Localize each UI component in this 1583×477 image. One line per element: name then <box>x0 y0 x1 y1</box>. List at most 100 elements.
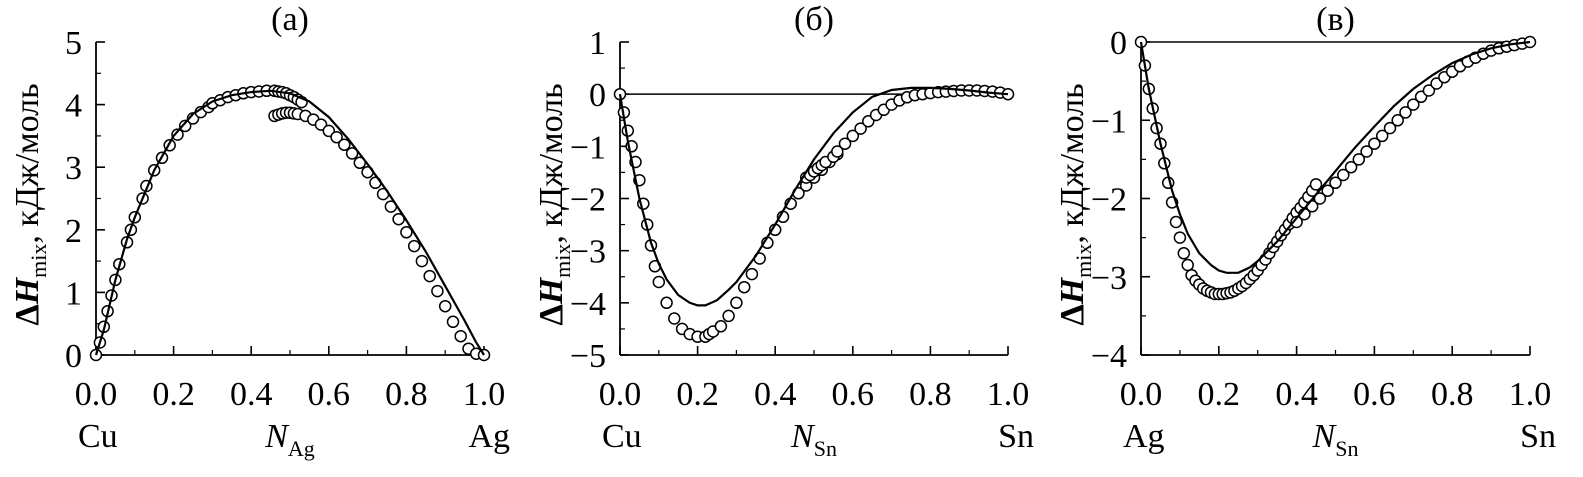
y-label-delta: Δ <box>533 304 570 325</box>
data-point <box>330 130 343 144</box>
y-label-subscript: mix <box>26 244 51 278</box>
data-point <box>1422 84 1436 97</box>
y-label-unit: , кДж/моль <box>1054 83 1091 243</box>
data-point <box>1399 106 1412 119</box>
data-point <box>668 312 681 325</box>
y-tick-label: −4 <box>1091 338 1127 375</box>
y-axis-label: ΔHmix, кДж/моль <box>9 83 51 325</box>
x-axis-label: NAg <box>264 418 315 461</box>
data-point <box>1169 215 1183 229</box>
y-tick-label: −3 <box>1091 260 1127 297</box>
x-tick-label: 0.6 <box>1353 376 1396 413</box>
y-label-unit: , кДж/моль <box>9 83 46 243</box>
x-label-subscript: Ag <box>288 436 315 461</box>
data-point <box>730 296 743 310</box>
data-point <box>1344 160 1358 174</box>
data-point <box>1368 137 1381 150</box>
x-right-component: Sn <box>1520 418 1556 455</box>
data-point <box>438 299 452 313</box>
model-curve <box>618 86 1009 307</box>
x-tick-label: 1.0 <box>987 376 1030 413</box>
data-point <box>338 138 351 151</box>
x-label-subscript: Sn <box>814 436 837 461</box>
y-axis-label: ΔHmix, кДж/моль <box>533 83 575 325</box>
x-tick-label: 0.6 <box>308 376 351 413</box>
y-tick-label: 0 <box>1110 25 1127 62</box>
data-point <box>838 137 852 150</box>
data-point <box>1321 184 1334 197</box>
x-tick-label: 0.2 <box>1198 376 1241 413</box>
x-tick-label: 0.4 <box>754 376 797 413</box>
y-tick-label: −3 <box>570 234 606 271</box>
data-point <box>1360 145 1373 158</box>
x-left-component: Cu <box>78 418 118 455</box>
x-tick-label: 0.8 <box>909 376 952 413</box>
panel-label: (в) <box>1316 1 1355 38</box>
data-point <box>423 269 436 283</box>
data-point <box>407 239 421 253</box>
chart-panel-1: 0.0 0.2 0.4 0.6 0.8 1.0 0 1 2 3 4 5 (а) ΔHmix, кДж/мо… <box>9 1 510 461</box>
data-point <box>1391 114 1404 127</box>
y-label-delta: Δ <box>1054 304 1091 325</box>
data-point <box>1173 231 1187 244</box>
data-point <box>854 122 867 135</box>
y-tick-label: 1 <box>589 25 606 62</box>
data-point <box>1177 247 1191 260</box>
x-left-component: Cu <box>602 418 642 455</box>
x-tick-label: 1.0 <box>463 376 506 413</box>
data-point <box>1309 178 1323 191</box>
y-tick-label: −2 <box>1091 182 1127 219</box>
data-point <box>1329 176 1342 190</box>
chart-panel-3: 0.0 0.2 0.4 0.6 0.8 1.0 −4 −3 −2 −1 0 (в) ΔHmix, кДж… <box>1054 1 1556 461</box>
data-point <box>454 329 467 343</box>
data-point <box>1337 168 1350 182</box>
y-label-var: H <box>533 276 570 305</box>
x-right-component: Sn <box>998 418 1034 455</box>
chart-panel-2: 0.0 0.2 0.4 0.6 0.8 1.0 −5 −4 −3 −2 −1 0 1 (б) ΔHmix, … <box>533 1 1034 461</box>
x-label-subscript: Sn <box>1335 436 1358 461</box>
data-point <box>1375 129 1389 143</box>
data-point <box>660 296 673 310</box>
data-point <box>1313 192 1327 205</box>
y-label-var: H <box>1054 276 1091 305</box>
x-tick-label: 0.0 <box>599 376 642 413</box>
x-label-var: N <box>264 418 290 455</box>
x-left-component: Ag <box>1123 418 1165 455</box>
data-point <box>1383 121 1397 135</box>
x-tick-label: 0.6 <box>832 376 875 413</box>
y-tick-label: 0 <box>589 77 606 114</box>
y-tick-label: 4 <box>65 88 82 125</box>
x-right-component: Ag <box>468 418 510 455</box>
y-label-unit: , кДж/моль <box>533 83 570 243</box>
x-tick-label: 0.2 <box>676 376 719 413</box>
model-curve <box>1139 40 1531 274</box>
data-point <box>1407 98 1420 111</box>
x-label-var: N <box>1312 418 1338 455</box>
y-tick-label: 3 <box>65 150 82 187</box>
x-axis-label: NSn <box>1312 418 1359 461</box>
data-point <box>714 320 728 333</box>
data-point <box>345 147 359 160</box>
x-tick-label: 0.8 <box>385 376 428 413</box>
y-tick-label: −1 <box>570 129 606 166</box>
y-tick-label: −4 <box>570 286 606 323</box>
x-tick-label: 0.4 <box>230 376 273 413</box>
data-point <box>415 254 429 268</box>
data-point <box>178 119 192 133</box>
model-curve <box>94 89 485 356</box>
x-tick-label: 0.0 <box>75 376 118 413</box>
data-point <box>831 145 844 158</box>
y-tick-label: 2 <box>65 213 82 250</box>
panel-label: (б) <box>794 1 834 38</box>
y-tick-label: 0 <box>65 338 82 375</box>
data-point <box>1352 153 1366 166</box>
y-tick-label: −5 <box>570 338 606 375</box>
x-tick-label: 1.0 <box>1509 376 1552 413</box>
data-point <box>446 315 460 329</box>
y-tick-label: −2 <box>570 182 606 219</box>
data-point <box>392 212 405 226</box>
data-point <box>745 267 759 281</box>
data-point <box>171 128 184 141</box>
data-point <box>652 275 666 289</box>
